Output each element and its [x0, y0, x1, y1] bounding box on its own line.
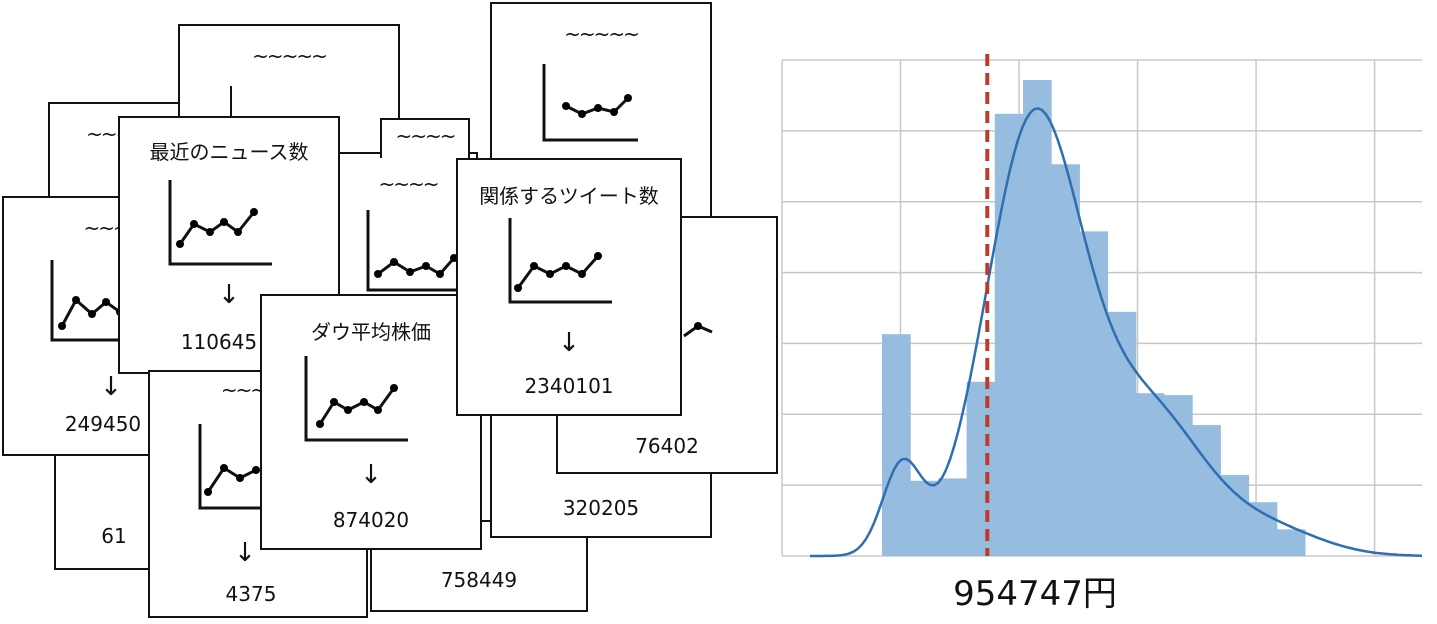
card-title: 関係するツイート数 — [479, 184, 659, 208]
card-value: 4375 — [225, 582, 277, 606]
histogram-bar — [994, 113, 1024, 557]
card-value: 76402 — [635, 434, 699, 458]
line-chart-icon — [304, 356, 408, 442]
card-value: 320205 — [562, 496, 640, 520]
histogram-bar — [938, 478, 968, 556]
histogram-bar — [1248, 502, 1278, 556]
line-chart-icon — [168, 180, 272, 266]
card-title: 最近のニュース数 — [149, 140, 309, 164]
line-chart-icon — [683, 322, 713, 338]
histogram-bar — [1192, 425, 1221, 556]
histogram-caption: 954747円 — [953, 574, 1117, 614]
line-chart-icon — [508, 218, 612, 304]
card-dow-average: ダウ平均株価 ↓ 874020 — [260, 294, 482, 550]
line-chart-icon — [542, 64, 638, 142]
card-value: 2340101 — [524, 374, 614, 398]
histogram-bar — [1023, 80, 1052, 556]
histogram-bar — [1079, 231, 1109, 557]
card-value: 874020 — [332, 508, 410, 532]
card-title: ~~~~ — [378, 172, 439, 196]
card-tweet-count: 関係するツイート数 ↓ 2340101 — [456, 158, 682, 416]
down-arrow-icon: ↓ — [218, 280, 240, 310]
histogram-bar — [910, 480, 939, 556]
card-title: ~~~~~ — [252, 44, 328, 68]
histogram-bar — [1220, 475, 1250, 556]
histogram-bar — [1276, 529, 1306, 556]
card-back-lower-center: ~~~~ — [380, 118, 470, 158]
card-title: ダウ平均株価 — [311, 320, 431, 344]
histogram-chart — [781, 54, 1423, 558]
card-title: ~~~~ — [395, 124, 456, 148]
histogram-bar — [1164, 395, 1193, 556]
histogram-bar — [1107, 311, 1137, 556]
density-curve — [810, 107, 1423, 558]
down-arrow-icon: ↓ — [360, 460, 382, 490]
card-value: 110645 — [180, 330, 258, 354]
card-value: 61 — [101, 524, 127, 548]
histogram-bar — [882, 334, 911, 556]
card-value: 249450 — [64, 412, 142, 436]
down-arrow-icon: ↓ — [558, 328, 580, 358]
histogram-bar — [1135, 393, 1165, 556]
histogram-bar — [966, 381, 996, 556]
card-value: 758449 — [440, 568, 518, 592]
card-title: ~~~ — [220, 378, 267, 402]
down-arrow-icon: ↓ — [100, 372, 122, 402]
histogram-bar — [1051, 164, 1080, 556]
card-title: ~~~~~ — [564, 22, 640, 46]
down-arrow-icon: ↓ — [234, 538, 256, 568]
